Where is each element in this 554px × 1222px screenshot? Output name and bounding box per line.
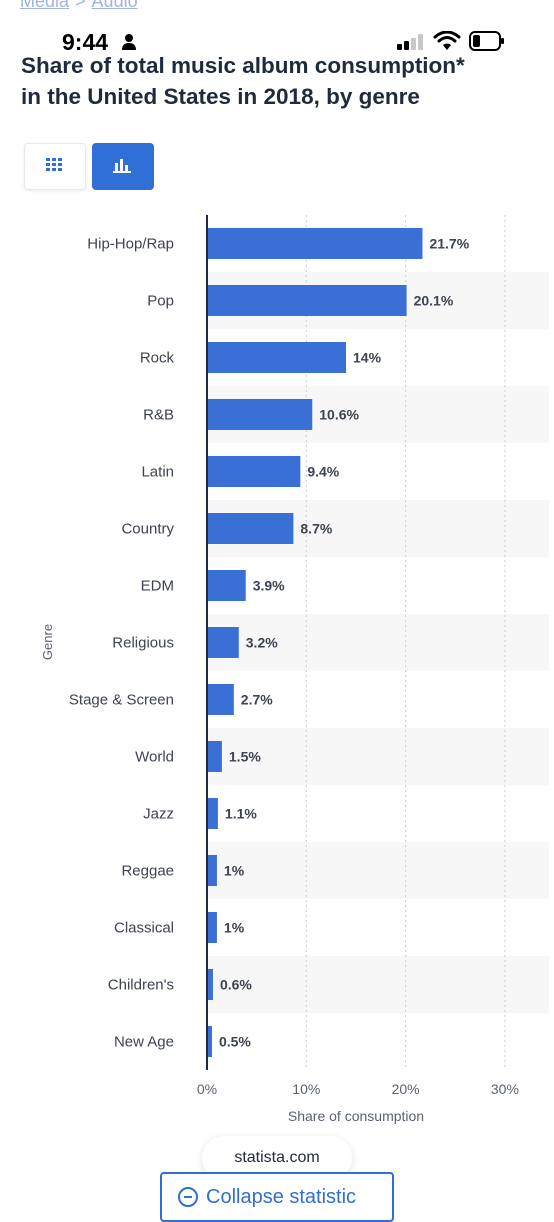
value-label: 1.5% <box>229 749 261 765</box>
bar <box>207 855 217 886</box>
row-stripe <box>207 842 549 899</box>
bar <box>207 399 313 430</box>
value-label: 8.7% <box>300 521 332 537</box>
category-label: Rock <box>140 350 175 367</box>
chart-title-line-2: in the United States in 2018, by genre <box>21 84 420 109</box>
value-label: 1% <box>224 863 245 879</box>
x-tick-label: 20% <box>392 1081 420 1097</box>
bar <box>207 456 301 487</box>
category-label: Reggae <box>121 863 174 880</box>
breadcrumb: Media > Audio <box>20 0 138 12</box>
value-label: 3.9% <box>253 578 285 594</box>
bar <box>207 570 246 601</box>
bar <box>207 969 213 1000</box>
category-label: Children's <box>108 977 174 994</box>
bar <box>207 627 239 658</box>
value-label: 20.1% <box>414 293 454 309</box>
category-label: Latin <box>141 464 174 481</box>
value-label: 14% <box>353 350 382 366</box>
y-axis-title: Genre <box>40 624 55 660</box>
bar-chart-icon <box>113 159 131 173</box>
wifi-icon <box>433 31 461 50</box>
bar <box>207 1026 212 1057</box>
bar <box>207 798 218 829</box>
x-tick-label: 0% <box>197 1081 217 1097</box>
row-stripe <box>207 728 549 785</box>
collapse-statistic-label: Collapse statistic <box>206 1185 357 1208</box>
bar <box>207 741 222 772</box>
bar <box>207 342 347 373</box>
person-icon <box>122 34 136 50</box>
row-stripe <box>207 614 549 671</box>
category-label: Religious <box>112 635 174 652</box>
value-label: 0.5% <box>219 1034 251 1050</box>
x-tick-label: 10% <box>292 1081 320 1097</box>
collapse-circle-minus-icon <box>178 1187 198 1207</box>
value-label: 0.6% <box>220 977 252 993</box>
value-label: 1% <box>224 920 245 936</box>
category-label: Stage & Screen <box>69 692 174 709</box>
table-view-button[interactable] <box>24 143 86 190</box>
chart-title-line-1: Share of total music album consumption* <box>21 53 465 78</box>
x-axis-title: Share of consumption <box>288 1108 424 1124</box>
category-label: New Age <box>114 1034 174 1051</box>
status-time: 9:44 <box>62 29 109 55</box>
bar <box>207 285 407 316</box>
value-label: 9.4% <box>307 464 339 480</box>
category-label: World <box>135 749 174 766</box>
status-bar: 9:44 <box>0 0 554 56</box>
bar-chart: Hip-Hop/Rap 21.7% Pop 20.1% Rock 14% R&B 10.6% L… <box>40 215 549 1124</box>
breadcrumb-separator: > <box>75 0 86 11</box>
bar <box>207 513 294 544</box>
chart-title: Share of total music album consumption* … <box>21 50 541 112</box>
breadcrumb-audio-link[interactable]: Audio <box>91 0 138 11</box>
bar <box>207 912 217 943</box>
chart-view-button[interactable] <box>92 143 154 190</box>
category-label: Pop <box>147 293 174 310</box>
bar <box>207 228 423 259</box>
collapse-statistic-button[interactable]: Collapse statistic <box>160 1172 394 1222</box>
cellular-signal-icon <box>397 34 423 50</box>
value-label: 1.1% <box>225 806 257 822</box>
category-label: Country <box>121 521 174 538</box>
grid-icon <box>46 158 62 171</box>
value-label: 21.7% <box>429 236 469 252</box>
value-label: 10.6% <box>319 407 359 423</box>
bar <box>207 684 234 715</box>
x-tick-label: 30% <box>491 1081 519 1097</box>
row-stripe <box>207 956 549 1013</box>
category-label: EDM <box>141 578 174 595</box>
category-label: Jazz <box>143 806 174 823</box>
category-label: Hip-Hop/Rap <box>87 236 174 253</box>
value-label: 3.2% <box>246 635 278 651</box>
value-label: 2.7% <box>241 692 273 708</box>
category-label: R&B <box>143 407 174 424</box>
battery-icon <box>469 31 504 51</box>
breadcrumb-media-link[interactable]: Media <box>20 0 70 11</box>
category-label: Classical <box>114 920 174 937</box>
